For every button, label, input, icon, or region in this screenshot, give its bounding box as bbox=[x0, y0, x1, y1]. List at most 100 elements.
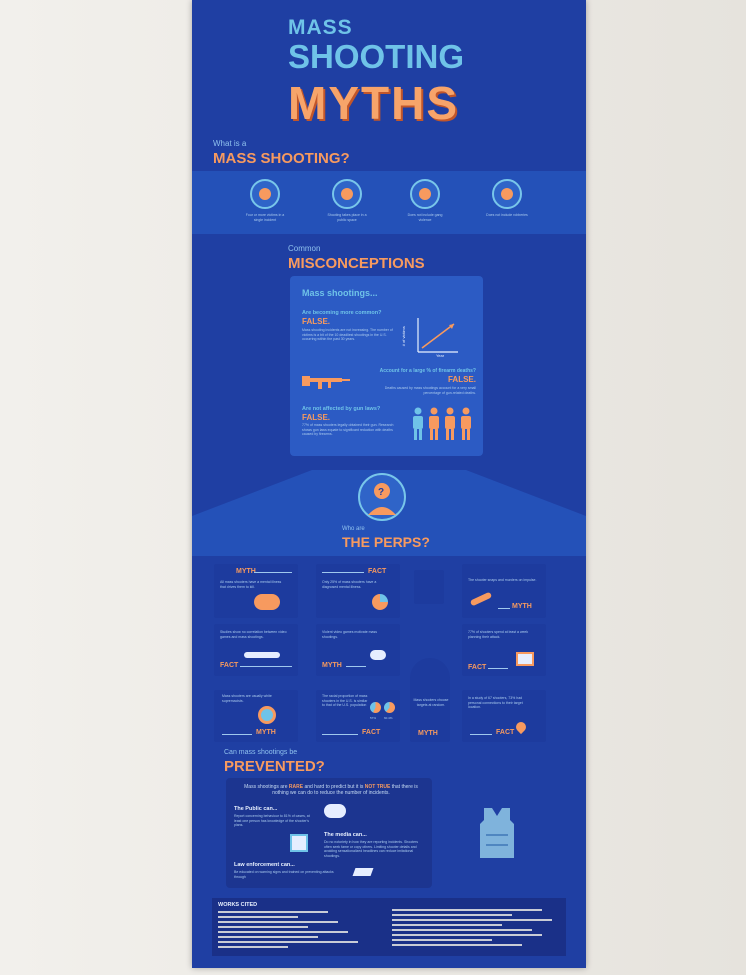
prevention-panel: Mass shootings are RARE and hard to pred… bbox=[226, 778, 432, 888]
definition-item-4: Does not include robberies bbox=[486, 213, 528, 217]
card-text: In a study of 67 shooters, 73% had perso… bbox=[468, 696, 523, 709]
graduation-cap-icon bbox=[352, 868, 374, 876]
prevention-heading: PREVENTED? bbox=[224, 758, 325, 775]
public-place-icon bbox=[332, 179, 362, 209]
rubber-band-icon bbox=[469, 591, 493, 607]
law-title: Law enforcement can... bbox=[234, 862, 295, 868]
perp-spacer-1 bbox=[414, 570, 444, 604]
rifle-icon bbox=[302, 376, 350, 389]
card-rule bbox=[240, 666, 292, 667]
law-text: Be educated on warning signs and trained… bbox=[234, 870, 334, 879]
pie-chart-1 bbox=[370, 702, 381, 713]
card-text: Violent video games motivate mass shooti… bbox=[322, 630, 377, 639]
card-rule bbox=[488, 668, 508, 669]
card-text: Mass shooters are usually white supremac… bbox=[222, 694, 272, 703]
citation-line bbox=[218, 916, 298, 918]
citation-line bbox=[218, 941, 358, 943]
card-text: The shooter snaps and murders on impulse… bbox=[468, 578, 537, 582]
no-gang-icon bbox=[410, 179, 440, 209]
documents-icon bbox=[290, 834, 308, 852]
title-line-3: MYTHS bbox=[288, 77, 459, 129]
card-tag: FACT bbox=[362, 729, 381, 736]
intro-part-b: and hard to predict but it is bbox=[304, 784, 364, 790]
definition-heading: MASS SHOOTING? bbox=[213, 150, 350, 167]
card-tag: MYTH bbox=[256, 729, 276, 736]
media-title: The media can... bbox=[324, 832, 367, 838]
card-tag: FACT bbox=[368, 568, 387, 575]
citation-line bbox=[218, 931, 348, 933]
pie-chart-2 bbox=[384, 702, 395, 713]
citation-line bbox=[392, 924, 502, 926]
works-cited-heading: WORKS CITED bbox=[218, 902, 258, 908]
citation-line bbox=[392, 934, 542, 936]
perp-card-7: Mass shooters are usually white supremac… bbox=[214, 690, 298, 742]
media-text: Do no notoriety in how they are reportin… bbox=[324, 840, 418, 858]
perps-kicker: Who are bbox=[342, 526, 365, 532]
card-tag: FACT bbox=[468, 664, 487, 671]
definition-item-3: Does not include gang violence bbox=[407, 213, 443, 222]
speech-bubble-icon bbox=[324, 804, 346, 818]
perp-card-8: The racial proportion of mass shooters i… bbox=[316, 690, 400, 742]
citation-line bbox=[218, 946, 288, 948]
card-rule bbox=[322, 734, 358, 735]
citation-line bbox=[218, 921, 338, 923]
svg-text:?: ? bbox=[378, 487, 384, 498]
card-tag: MYTH bbox=[236, 568, 256, 575]
definition-kicker: What is a bbox=[213, 139, 247, 148]
perp-card-1: MYTH All mass shooters have a mental ill… bbox=[214, 564, 298, 618]
perp-card-6: 77% of shooters spend at least a week pl… bbox=[462, 624, 546, 676]
card-rule bbox=[346, 666, 366, 667]
card-rule bbox=[222, 734, 252, 735]
card-text: Studies show no correlation between vide… bbox=[220, 630, 287, 639]
card-tag: FACT bbox=[496, 729, 515, 736]
citation-line bbox=[218, 936, 318, 938]
myth-3-question: Are not affected by gun laws? bbox=[302, 406, 381, 412]
myth-1-question: Are becoming more common? bbox=[302, 310, 382, 316]
title-line-1: MASS bbox=[288, 16, 353, 39]
perp-card-4: Studies show no correlation between vide… bbox=[214, 624, 298, 676]
prevention-kicker: Can mass shootings be bbox=[224, 749, 298, 756]
misconceptions-panel: Mass shootings... Are becoming more comm… bbox=[290, 276, 483, 456]
card-text: Mass shooters choose targets at random. bbox=[413, 698, 449, 707]
citation-line bbox=[218, 926, 308, 928]
citation-line bbox=[392, 929, 532, 931]
card-tag: MYTH bbox=[322, 662, 342, 669]
prevention-intro: Mass shootings are RARE and hard to pred… bbox=[236, 784, 426, 796]
card-text: The racial proportion of mass shooters i… bbox=[322, 694, 368, 707]
citation-line bbox=[392, 919, 552, 921]
definition-band: Four or more victims in a single inciden… bbox=[192, 171, 586, 234]
intro-part-c: that there is nothing we can do to reduc… bbox=[272, 784, 418, 796]
public-title: The Public can... bbox=[234, 806, 278, 812]
citation-line bbox=[392, 939, 492, 941]
myth-3-detail: 77% of mass shooters legally obtained th… bbox=[302, 423, 394, 436]
card-tag: MYTH bbox=[512, 603, 532, 610]
perp-card-2: FACT Only 25% of mass shooters have a di… bbox=[316, 564, 400, 618]
brain-icon bbox=[254, 594, 280, 610]
question-person-icon: ? bbox=[358, 473, 406, 521]
myth-1-answer: FALSE. bbox=[302, 317, 331, 326]
people-figures-icon bbox=[413, 407, 471, 440]
misconceptions-panel-title: Mass shootings... bbox=[302, 288, 378, 298]
pie-chart-icon bbox=[372, 594, 388, 610]
definition-item-2: Shooting takes place in a public space bbox=[327, 213, 367, 222]
no-robbery-icon bbox=[492, 179, 522, 209]
intro-part-a: Mass shootings are bbox=[244, 784, 288, 790]
definition-item-1: Four or more victims in a single inciden… bbox=[245, 213, 285, 222]
graph-ylabel: # of victims bbox=[400, 326, 406, 347]
card-tag: FACT bbox=[220, 662, 239, 669]
misconceptions-heading: MISCONCEPTIONS bbox=[288, 255, 425, 272]
card-rule bbox=[254, 572, 292, 573]
four-victims-icon bbox=[250, 179, 280, 209]
title-line-2: SHOOTING bbox=[288, 38, 465, 75]
no-sign-icon bbox=[258, 706, 276, 724]
perp-card-10: In a study of 67 shooters, 73% had perso… bbox=[462, 690, 546, 742]
card-rule bbox=[322, 572, 364, 573]
card-text: 77% of shooters spend at least a week pl… bbox=[468, 630, 529, 639]
graph-xlabel: Year bbox=[436, 353, 445, 358]
infographic-poster: MASS SHOOTING MYTHS What is a MASS SHOOT… bbox=[192, 0, 586, 968]
perps-heading: THE PERPS? bbox=[342, 534, 430, 550]
public-text: Report concerning behaviour to 81% of ca… bbox=[234, 814, 310, 827]
perp-card-3: The shooter snaps and murders on impulse… bbox=[462, 564, 546, 618]
card-rule bbox=[470, 734, 492, 735]
myth-1-detail: Mass shooting incidents are not increasi… bbox=[302, 328, 393, 341]
